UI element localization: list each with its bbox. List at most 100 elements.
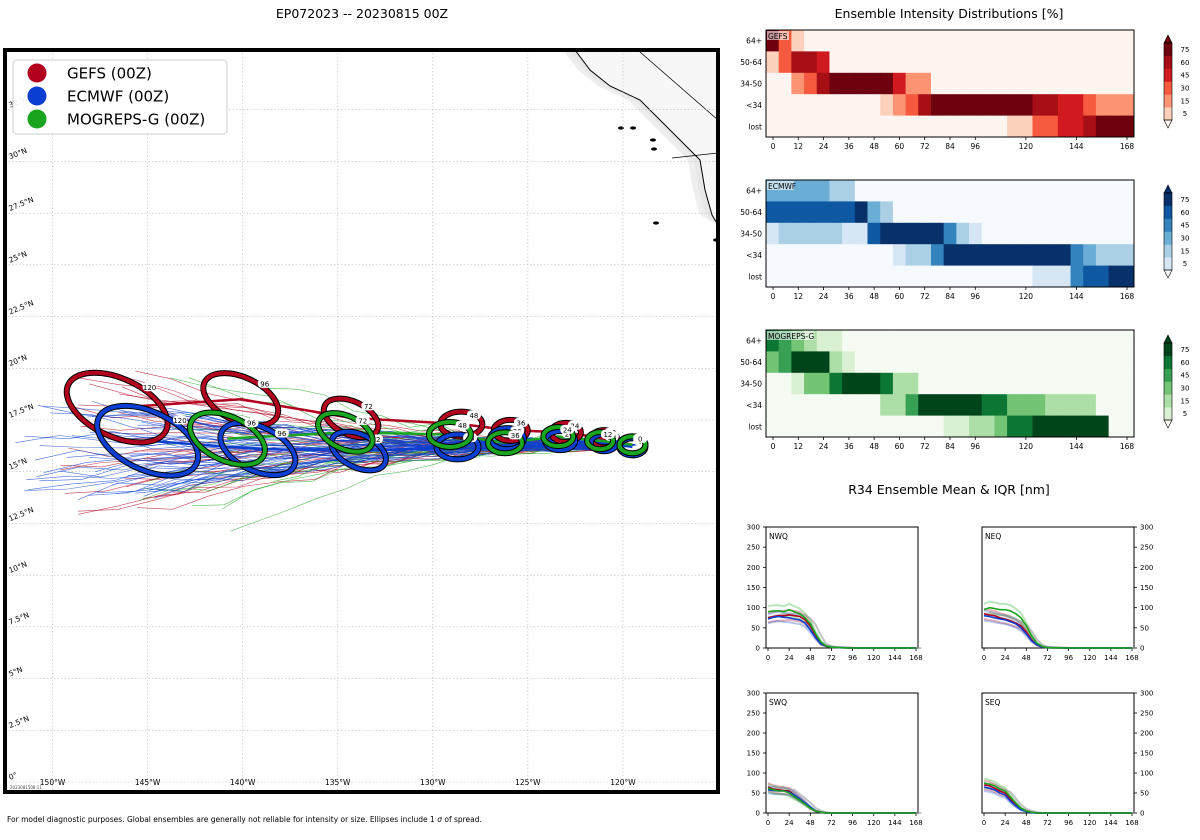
heatmap-cell: [969, 265, 983, 288]
heatmap-cell: [943, 265, 957, 288]
longitude-label: 140°W: [230, 778, 256, 787]
heatmap-cell: [1057, 415, 1071, 438]
colorbar-segment: [1164, 193, 1172, 207]
heatmap-cell: [943, 201, 957, 224]
heatmap-cell: [969, 244, 983, 266]
heatmap-cell: [854, 372, 868, 395]
y-tick-label: 200: [747, 564, 760, 572]
colorbar-extend-top: [1163, 334, 1173, 344]
ellipse-label-bg: [560, 424, 575, 434]
heatmap-cell: [943, 115, 957, 138]
heatmap-cell: [1108, 72, 1122, 95]
heatmap-cell: [1057, 94, 1071, 116]
heatmap-cell: [778, 394, 792, 416]
intensity-row-label: lost: [748, 122, 762, 131]
x-tick-label: 0: [771, 442, 776, 451]
heatmap-cell: [829, 72, 843, 95]
ellipse-mogreps-g: [426, 419, 473, 449]
heatmap-cell: [791, 265, 805, 288]
x-tick-label: 72: [920, 142, 930, 151]
y-tick-label: 300: [747, 524, 760, 532]
ellipse-mogreps-g: [316, 411, 375, 454]
heatmap-cell: [892, 201, 906, 224]
heatmap-cell: [956, 415, 970, 438]
heatmap-cell: [981, 330, 995, 352]
heatmap-cell: [981, 180, 995, 202]
heatmap-cell: [1019, 415, 1033, 438]
heatmap-cell: [1121, 415, 1135, 438]
heatmap-cell: [867, 30, 881, 52]
heatmap-cell: [994, 415, 1008, 438]
heatmap-cell: [892, 115, 906, 138]
x-tick-label: 96: [971, 142, 981, 151]
heatmap-cell: [842, 415, 856, 438]
y-tick-label: 200: [1140, 730, 1153, 738]
heatmap-cell: [1108, 180, 1122, 202]
colorbar-segment: [1164, 94, 1172, 108]
heatmap-cell: [956, 222, 970, 245]
heatmap-cell: [905, 180, 919, 202]
heatmap-cell: [1019, 372, 1033, 395]
heatmap-cell: [969, 180, 983, 202]
x-tick-label: 144: [888, 819, 902, 827]
x-tick-label: 144: [1069, 442, 1084, 451]
heatmap-cell: [943, 415, 957, 438]
heatmap-cell: [1057, 72, 1071, 95]
heatmap-cell: [816, 201, 830, 224]
heatmap-cell: [892, 394, 906, 416]
heatmap-cell: [918, 94, 932, 116]
colorbar-extend-top: [1163, 34, 1173, 44]
heatmap-cell: [994, 72, 1008, 95]
heatmap-cell: [1007, 372, 1021, 395]
colorbar-tick-label: 5: [1183, 410, 1187, 418]
ellipse-label-bg: [142, 382, 157, 392]
map-legend: GEFS (00Z) ECMWF (00Z) MOGREPS-G (00Z): [12, 59, 228, 135]
x-tick-label: 72: [1043, 654, 1052, 662]
heatmap-cell: [956, 244, 970, 266]
ellipse-hour-label: 36: [516, 419, 525, 427]
heatmap-cell: [1070, 351, 1084, 374]
heatmap-cell: [1083, 180, 1097, 202]
heatmap-cell: [1019, 51, 1033, 74]
heatmap-cell: [943, 222, 957, 245]
heatmap-cell: [956, 180, 970, 202]
x-tick-label: 96: [1064, 819, 1073, 827]
heatmap-cell: [816, 330, 830, 352]
heatmap-cell: [1019, 222, 1033, 245]
heatmap-cell: [816, 30, 830, 52]
heatmap-cell: [1057, 351, 1071, 374]
heatmap-cell: [829, 94, 843, 116]
heatmap-cell: [854, 180, 868, 202]
colorbar-tick-label: 75: [1181, 46, 1190, 54]
heatmap-cell: [969, 330, 983, 352]
ellipse-label-bg: [244, 418, 259, 428]
heatmap-cell: [1121, 265, 1135, 288]
heatmap-cell: [778, 115, 792, 138]
colorbar-tick-label: 60: [1181, 359, 1190, 367]
heatmap-cell: [981, 372, 995, 395]
heatmap-cell: [905, 115, 919, 138]
heatmap-cell: [1032, 372, 1046, 395]
heatmap-cell: [1057, 51, 1071, 74]
heatmap-cell: [1007, 180, 1021, 202]
heatmap-cell: [1095, 394, 1110, 416]
heatmap-cell: [1121, 222, 1135, 245]
heatmap-cell: [981, 244, 995, 266]
heatmap-cell: [766, 372, 780, 395]
heatmap-cell: [842, 51, 856, 74]
colorbar-tick-label: 15: [1181, 247, 1190, 255]
heatmap-cell: [1070, 372, 1084, 395]
heatmap-cell: [867, 372, 881, 395]
y-tick-label: 100: [747, 770, 760, 778]
heatmap-cell: [854, 222, 868, 245]
ellipse-mogreps-g: [188, 410, 267, 467]
intensity-row-label: 50-64: [740, 58, 762, 67]
colorbar-tick-label: 60: [1181, 209, 1190, 217]
y-tick-label: 300: [1140, 690, 1153, 698]
x-tick-label: 48: [869, 442, 879, 451]
heatmap-cell: [867, 351, 881, 374]
heatmap-cell: [867, 180, 881, 202]
heatmap-cell: [1121, 372, 1135, 395]
heatmap-cell: [905, 330, 919, 352]
